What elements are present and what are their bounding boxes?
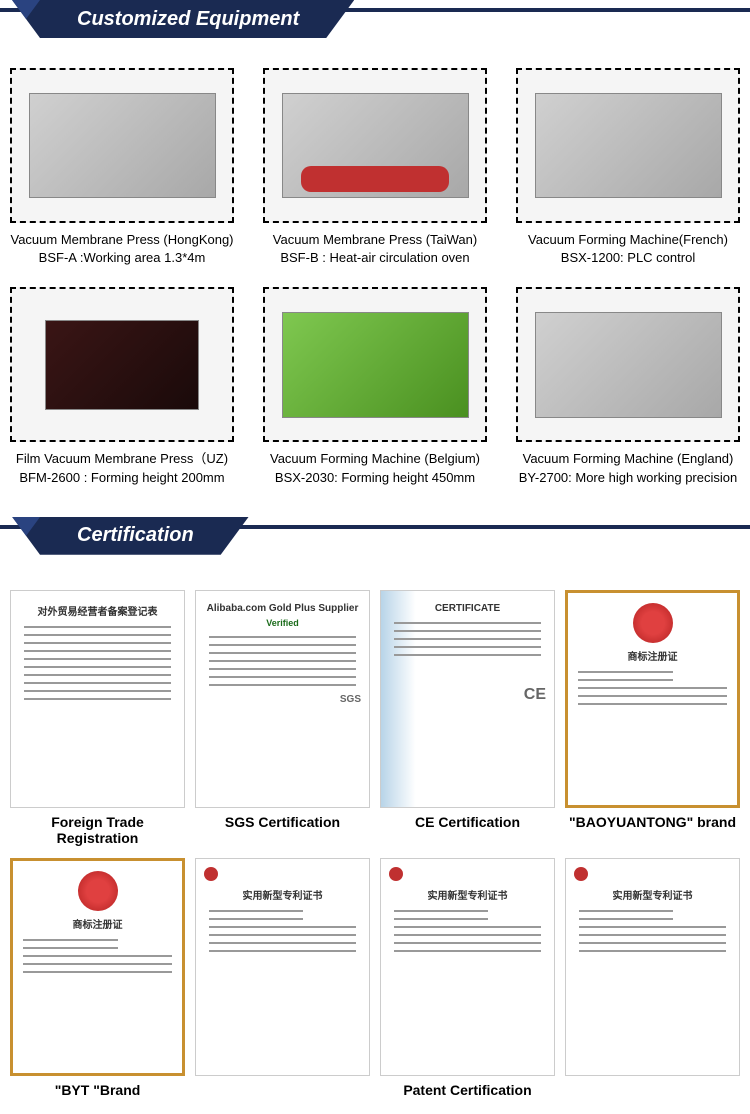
equipment-item: Vacuum Forming Machine (England) BY-2700… — [516, 287, 740, 486]
seal-icon — [633, 603, 673, 643]
equipment-image — [516, 287, 740, 442]
cert-image-trademark: 商标注册证 — [10, 858, 185, 1076]
equipment-image — [10, 287, 234, 442]
cert-label: Foreign Trade Registration — [10, 814, 185, 846]
cert-label: SGS Certification — [195, 814, 370, 830]
header-ribbon: Certification — [12, 517, 249, 555]
cert-image-ce: CERTIFICATE CE — [380, 590, 555, 808]
equipment-caption: Vacuum Forming Machine(French) BSX-1200:… — [516, 231, 740, 267]
cert-label: "BAOYUANTONG" brand — [565, 814, 740, 830]
seal-icon — [78, 871, 118, 911]
cert-item: 实用新型专利证书 — [565, 858, 740, 1104]
equipment-item: Vacuum Forming Machine (Belgium) BSX-203… — [263, 287, 487, 486]
equipment-image — [263, 287, 487, 442]
header-ribbon: Customized Equipment — [12, 0, 354, 38]
cert-image-patent: 实用新型专利证书 — [565, 858, 740, 1076]
cert-image-foreign-trade: 对外贸易经营者备案登记表 — [10, 590, 185, 808]
certification-section-header: Certification — [0, 517, 750, 555]
cert-label: Patent Certification — [380, 1082, 555, 1098]
equipment-title: Customized Equipment — [77, 8, 299, 31]
equipment-image — [516, 68, 740, 223]
cert-item: CERTIFICATE CE CE Certification — [380, 590, 555, 852]
cert-label: CE Certification — [380, 814, 555, 830]
equipment-item: Film Vacuum Membrane Press（UZ) BFM-2600 … — [10, 287, 234, 486]
equipment-section-header: Customized Equipment — [0, 0, 750, 38]
cert-item: 实用新型专利证书 — [195, 858, 370, 1104]
equipment-caption: Vacuum Forming Machine (England) BY-2700… — [516, 450, 740, 486]
cert-image-trademark: 商标注册证 — [565, 590, 740, 808]
certification-title: Certification — [77, 524, 194, 547]
cert-item: Alibaba.com Gold Plus Supplier Verified … — [195, 590, 370, 852]
cert-item: 商标注册证 "BAOYUANTONG" brand — [565, 590, 740, 852]
equipment-caption: Film Vacuum Membrane Press（UZ) BFM-2600 … — [10, 450, 234, 486]
cert-item: 实用新型专利证书 Patent Certification — [380, 858, 555, 1104]
equipment-caption: Vacuum Membrane Press (TaiWan) BSF-B : H… — [263, 231, 487, 267]
cert-image-patent: 实用新型专利证书 — [195, 858, 370, 1076]
equipment-item: Vacuum Forming Machine(French) BSX-1200:… — [516, 68, 740, 267]
cert-item: 商标注册证 "BYT "Brand — [10, 858, 185, 1104]
equipment-image — [10, 68, 234, 223]
equipment-grid: Vacuum Membrane Press (HongKong) BSF-A :… — [0, 68, 750, 517]
cert-item: 对外贸易经营者备案登记表 Foreign Trade Registration — [10, 590, 185, 852]
equipment-item: Vacuum Membrane Press (HongKong) BSF-A :… — [10, 68, 234, 267]
equipment-image — [263, 68, 487, 223]
certification-grid: 对外贸易经营者备案登记表 Foreign Trade Registration … — [0, 585, 750, 1114]
equipment-caption: Vacuum Membrane Press (HongKong) BSF-A :… — [10, 231, 234, 267]
cert-image-patent: 实用新型专利证书 — [380, 858, 555, 1076]
cert-label: "BYT "Brand — [10, 1082, 185, 1098]
cert-image-sgs: Alibaba.com Gold Plus Supplier Verified … — [195, 590, 370, 808]
equipment-item: Vacuum Membrane Press (TaiWan) BSF-B : H… — [263, 68, 487, 267]
equipment-caption: Vacuum Forming Machine (Belgium) BSX-203… — [263, 450, 487, 486]
